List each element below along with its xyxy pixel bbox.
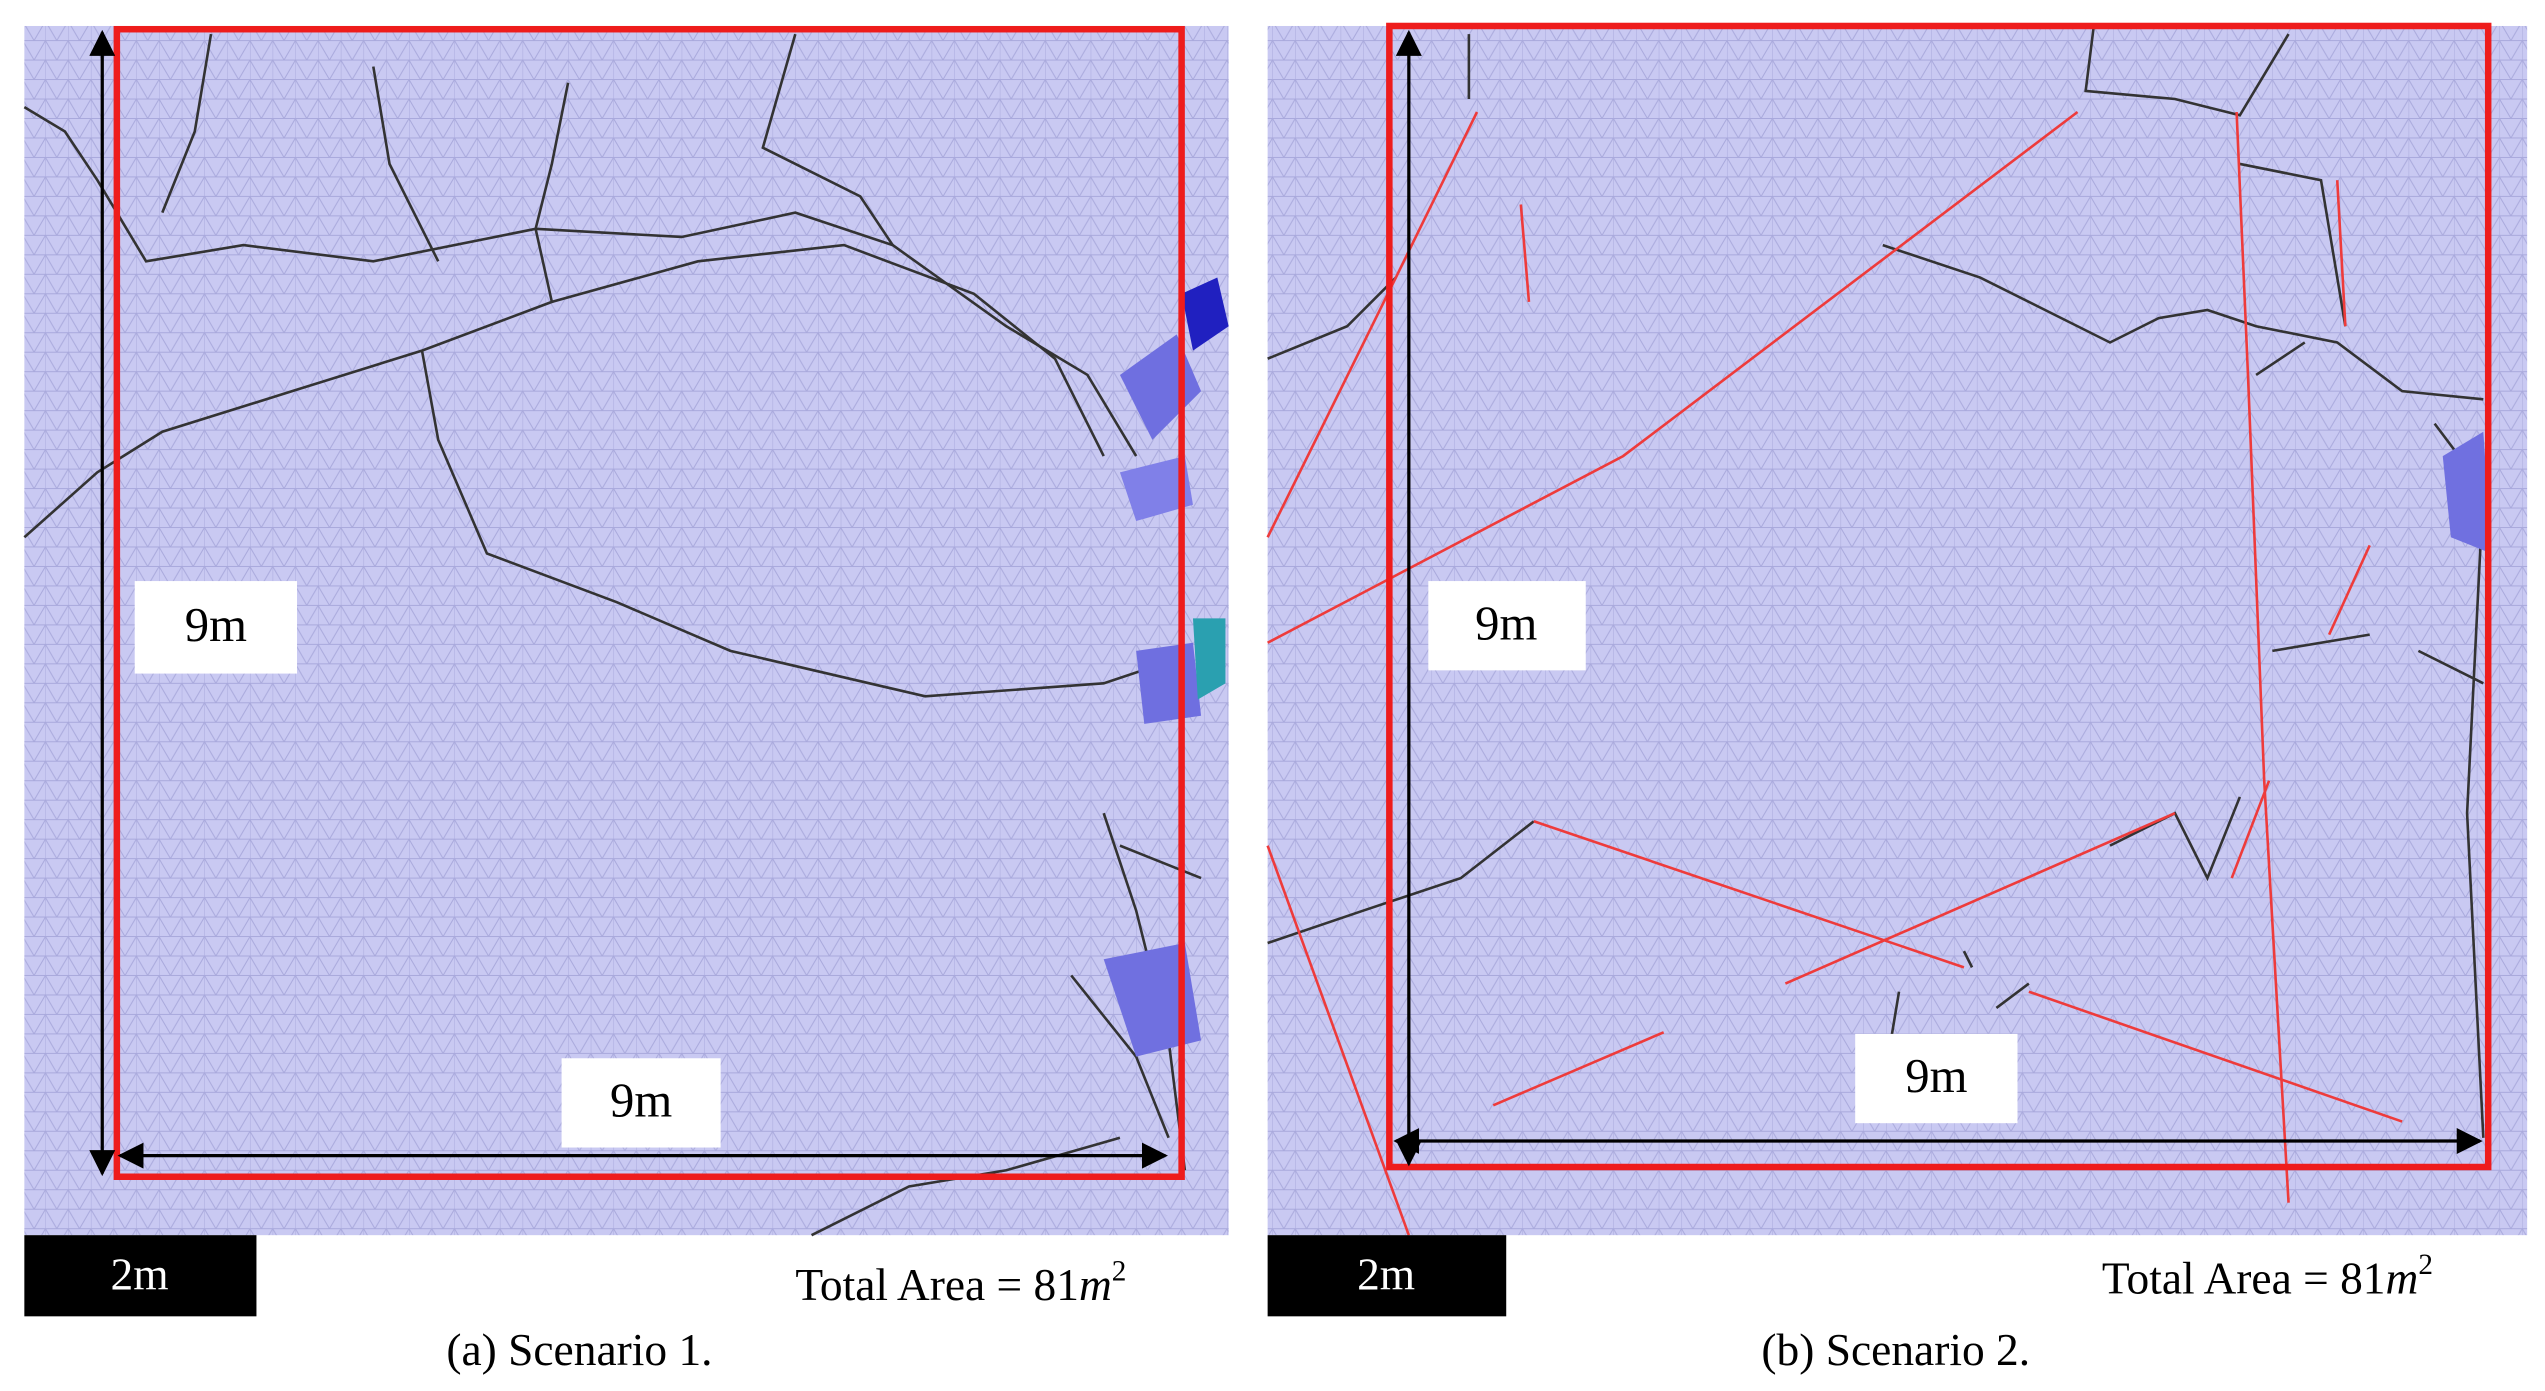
- horizontal-label: 9m: [610, 1074, 672, 1128]
- area-unit: m: [2386, 1254, 2419, 1304]
- area-frame: [113, 25, 1185, 1180]
- label-box: [134, 581, 298, 674]
- scale-bar: [24, 1235, 257, 1317]
- area-exponent: 2: [2418, 1249, 2433, 1281]
- label-box: [1855, 1033, 2018, 1124]
- vertical-label: 9m: [185, 598, 247, 652]
- area-unit: m: [1079, 1260, 1112, 1310]
- cracks: [1267, 25, 2485, 1138]
- scale-bar: [1267, 1235, 1507, 1317]
- area-text: Total Area = 81: [795, 1260, 1079, 1310]
- caption: (a) Scenario 1.: [446, 1325, 712, 1375]
- label-box: [561, 1058, 721, 1148]
- vertical-label: 9m: [1475, 596, 1537, 650]
- area-label: Total Area = 81m2: [795, 1256, 1126, 1310]
- area-label: Total Area = 81m2: [2102, 1249, 2433, 1303]
- horizontal-label: 9m: [1905, 1049, 1967, 1103]
- panel-a: 9m 9m 2m Total Area = 81m2 (a) Scenario …: [23, 25, 1229, 1375]
- label-box: [1428, 581, 1586, 671]
- area-text: Total Area = 81: [2102, 1254, 2386, 1304]
- scale-bar-label: 2m: [111, 1249, 169, 1299]
- debris: [2442, 431, 2492, 554]
- caption: (b) Scenario 2.: [1761, 1325, 2030, 1375]
- area-frame: [1386, 22, 2492, 1171]
- scale-bar-label: 2m: [1357, 1249, 1415, 1299]
- area-exponent: 2: [1112, 1256, 1127, 1288]
- panel-b: 9m 9m 2m Total Area = 81m2 (b) Scenario …: [1266, 22, 2528, 1375]
